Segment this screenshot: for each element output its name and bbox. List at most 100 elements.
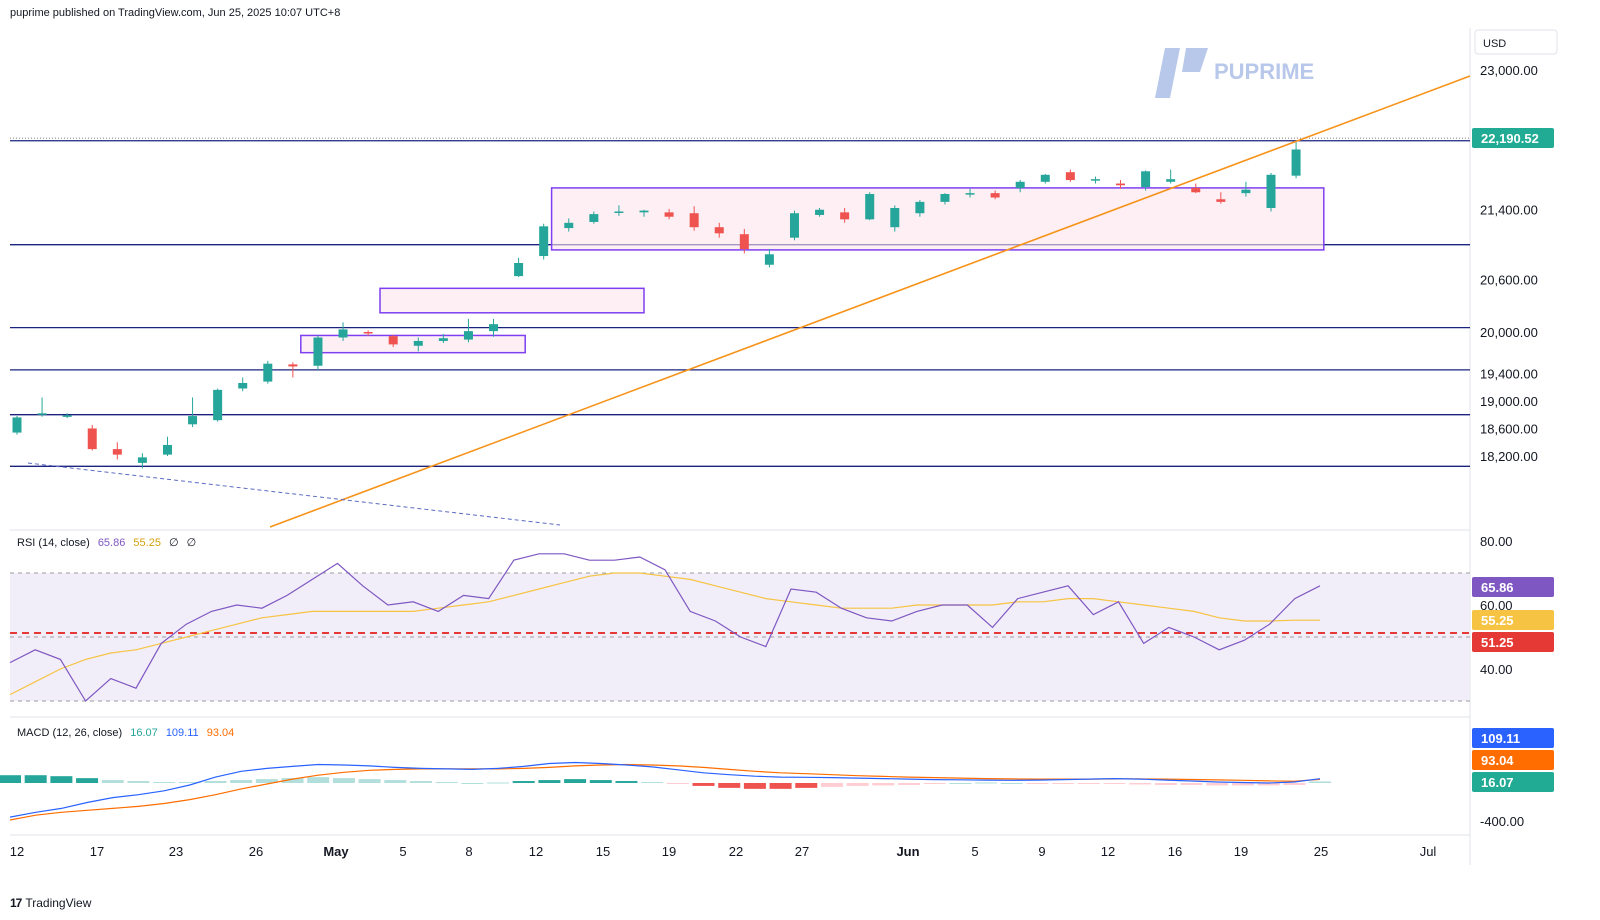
macd-histogram-bar — [718, 783, 741, 788]
candle-body — [1015, 181, 1025, 188]
macd-histogram-bar — [512, 781, 535, 783]
candle-body — [162, 444, 172, 455]
candle-body — [388, 336, 398, 345]
candle-body — [1216, 199, 1226, 202]
time-axis-label: 17 — [90, 844, 104, 859]
rsi-legend-v1: 65.86 — [98, 537, 126, 549]
candle-body — [87, 428, 97, 450]
candle-body — [840, 212, 850, 220]
candle-body — [489, 324, 499, 332]
macd-histogram-bar — [872, 783, 895, 786]
macd-histogram-bar — [949, 783, 972, 784]
macd-histogram-bar — [204, 781, 227, 783]
macd-histogram-bar — [795, 783, 818, 788]
time-axis-label: 12 — [10, 844, 24, 859]
time-axis-label: 16 — [1168, 844, 1182, 859]
macd-axis-label: -400.00 — [1480, 814, 1524, 829]
macd-histogram-bar — [1026, 783, 1049, 784]
descending-dashed-trendline — [27, 462, 561, 526]
candle-body — [1191, 187, 1201, 193]
time-axis-label: Jul — [1420, 844, 1437, 859]
candle-body — [62, 415, 72, 417]
rsi-axis-label: 80.00 — [1480, 534, 1513, 549]
candle-body — [37, 413, 47, 415]
candle-body — [137, 457, 147, 463]
macd-histogram-bar — [1052, 783, 1075, 784]
candle-body — [463, 331, 473, 340]
macd-histogram-bar — [127, 781, 150, 783]
candle-body — [313, 337, 323, 366]
macd-histogram-bar — [538, 780, 561, 783]
macd-histogram-bar — [769, 783, 792, 789]
time-axis-label: 5 — [971, 844, 978, 859]
macd-layer — [0, 761, 1331, 821]
candle-body — [940, 194, 950, 202]
rsi-level-badge: 51.25 — [1481, 635, 1514, 650]
macd-signal-line — [9, 763, 1321, 821]
time-axis-label: 19 — [662, 844, 676, 859]
puprime-logo-icon — [1155, 48, 1208, 98]
watermark: PUPRIME — [1155, 48, 1314, 98]
macd-line — [9, 761, 1321, 818]
candle-body — [815, 209, 825, 215]
time-axis-label: May — [323, 844, 349, 859]
macd-histogram-bar — [615, 781, 638, 783]
macd-histogram-bar — [24, 775, 47, 783]
macd-legend-v3: 93.04 — [207, 727, 235, 739]
candle-body — [764, 254, 774, 265]
rsi-ma-badge: 55.25 — [1481, 613, 1514, 628]
consolidation-zone-box — [379, 287, 645, 314]
candle-body — [1090, 179, 1100, 181]
macd-histogram-bar — [255, 779, 278, 783]
price-axis-label: 18,200.00 — [1480, 449, 1538, 464]
macd-histogram-bar — [307, 777, 330, 783]
ascending-trendline — [269, 75, 1471, 528]
macd-histogram-bar — [1103, 783, 1126, 784]
consolidation-zone-box — [300, 334, 526, 354]
macd-histogram-bar — [898, 783, 921, 785]
candle-body — [890, 207, 900, 228]
macd-legend[interactable]: MACD (12, 26, close) 16.07 109.11 93.04 — [17, 727, 234, 739]
candle-body — [1065, 172, 1075, 181]
rsi-ma-line — [9, 572, 1320, 696]
candle-body — [338, 329, 348, 338]
time-axis-label: 26 — [249, 844, 263, 859]
candle-body — [1266, 174, 1276, 208]
candle-body — [238, 382, 248, 389]
price-pane[interactable] — [10, 28, 1470, 528]
macd-histogram-bar — [692, 783, 715, 786]
time-axis-label: 12 — [529, 844, 543, 859]
macd-histogram-bar — [487, 782, 510, 784]
rsi-line — [9, 553, 1321, 702]
candle-body — [589, 214, 599, 222]
candle-body — [1040, 174, 1050, 182]
candle-body — [789, 213, 799, 238]
macd-histogram-bar — [281, 778, 304, 783]
candle-body — [564, 222, 574, 229]
macd-histogram-bar — [1283, 783, 1306, 785]
candle-body — [639, 210, 649, 213]
candle-body — [865, 194, 875, 220]
rsi-level-badge-bg — [1472, 632, 1554, 652]
macd-histogram-bar — [1231, 783, 1254, 786]
candle-body — [188, 416, 198, 425]
macd-hist-badge: 16.07 — [1481, 775, 1514, 790]
rsi-ma-badge-bg — [1472, 610, 1554, 630]
macd-histogram-bar — [1154, 783, 1177, 785]
currency-box[interactable] — [1474, 29, 1558, 55]
time-axis-label: 23 — [169, 844, 183, 859]
macd-histogram-bar — [1077, 783, 1100, 784]
rsi-axis-label: 40.00 — [1480, 662, 1513, 677]
candle-body — [438, 338, 448, 341]
macd-histogram-bar — [1180, 783, 1203, 785]
macd-histogram-bar — [589, 780, 612, 783]
macd-legend-v1: 16.07 — [130, 727, 158, 739]
candle-body — [1116, 183, 1126, 186]
macd-histogram-bar — [384, 780, 407, 783]
macd-histogram-bar — [358, 779, 381, 783]
rsi-legend[interactable]: RSI (14, close) 65.86 55.25 ∅ ∅ — [17, 537, 196, 549]
price-axis-label: 19,400.00 — [1480, 366, 1538, 381]
price-axis-label: 19,000.00 — [1480, 394, 1538, 409]
publish-info: puprime published on TradingView.com, Ju… — [10, 7, 341, 19]
